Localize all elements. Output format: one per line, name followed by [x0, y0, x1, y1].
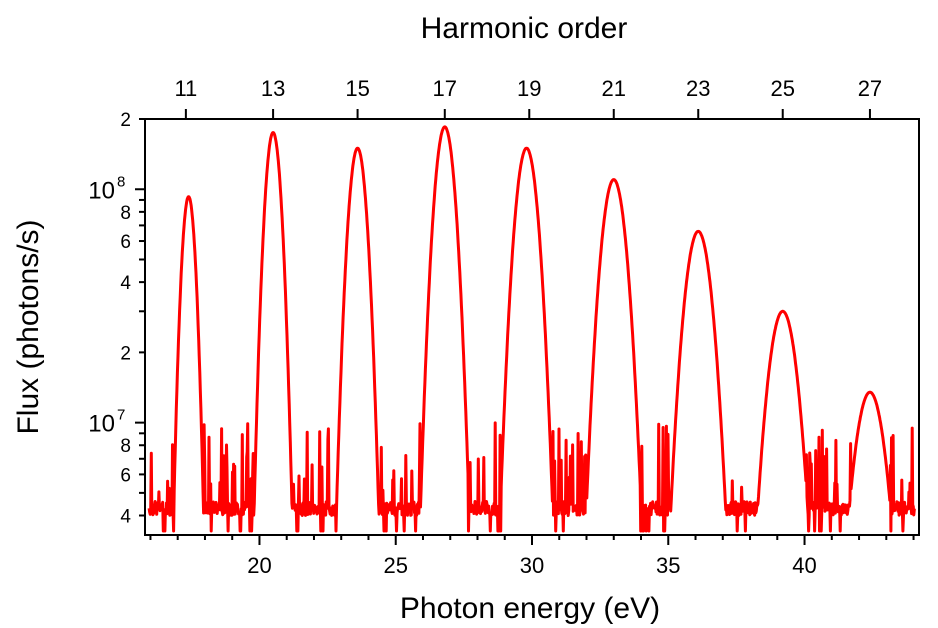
y-axis-label: Flux (photons/s) [12, 219, 45, 434]
x-tick-label: 35 [656, 553, 680, 578]
x-tick-label: 25 [383, 553, 407, 578]
y-tick-label: 10 [88, 177, 115, 204]
y-tick-label: 4 [120, 507, 131, 528]
peak-point-h15 [356, 146, 360, 150]
peak-point-h11 [187, 195, 191, 199]
top-tick-label: 17 [433, 76, 457, 101]
y-tick-label: 8 [120, 203, 131, 224]
top-tick-label: 11 [174, 76, 197, 101]
y-tick-exponent: 8 [117, 173, 125, 190]
y-tick-label: 6 [120, 232, 131, 253]
y-tick-label: 8 [120, 436, 131, 457]
x-tick-label: 20 [247, 553, 271, 578]
peak-point-h21 [612, 178, 616, 182]
x-tick-label: 30 [520, 553, 544, 578]
peak-point-h13 [271, 131, 275, 135]
y-tick-label: 10 [88, 411, 115, 438]
y-tick-label: 2 [120, 110, 131, 131]
y-tick-label: 4 [120, 273, 131, 294]
plot-frame [144, 118, 920, 536]
peak-point-h23 [696, 229, 700, 233]
top-tick-label: 19 [517, 76, 541, 101]
peak-point-h25 [781, 309, 785, 313]
y-tick-exponent: 7 [117, 407, 125, 424]
top-tick-label: 13 [261, 76, 285, 101]
y-tick-label: 6 [120, 465, 131, 486]
top-tick-label: 15 [345, 76, 369, 101]
top-axis-label: Harmonic order [421, 12, 628, 45]
peak-point-h19 [525, 146, 529, 150]
y-tick-label: 2 [120, 343, 131, 364]
x-axis-label: Photon energy (eV) [400, 592, 660, 625]
x-tick-label: 40 [792, 553, 816, 578]
top-tick-label: 25 [770, 76, 794, 101]
top-tick-label: 23 [686, 76, 710, 101]
peak-point-h17 [443, 125, 447, 129]
peak-point-h27 [868, 390, 872, 394]
plot-area [147, 125, 916, 533]
top-tick-label: 27 [858, 76, 882, 101]
top-tick-label: 21 [602, 76, 626, 101]
spectrum-line [147, 125, 916, 533]
